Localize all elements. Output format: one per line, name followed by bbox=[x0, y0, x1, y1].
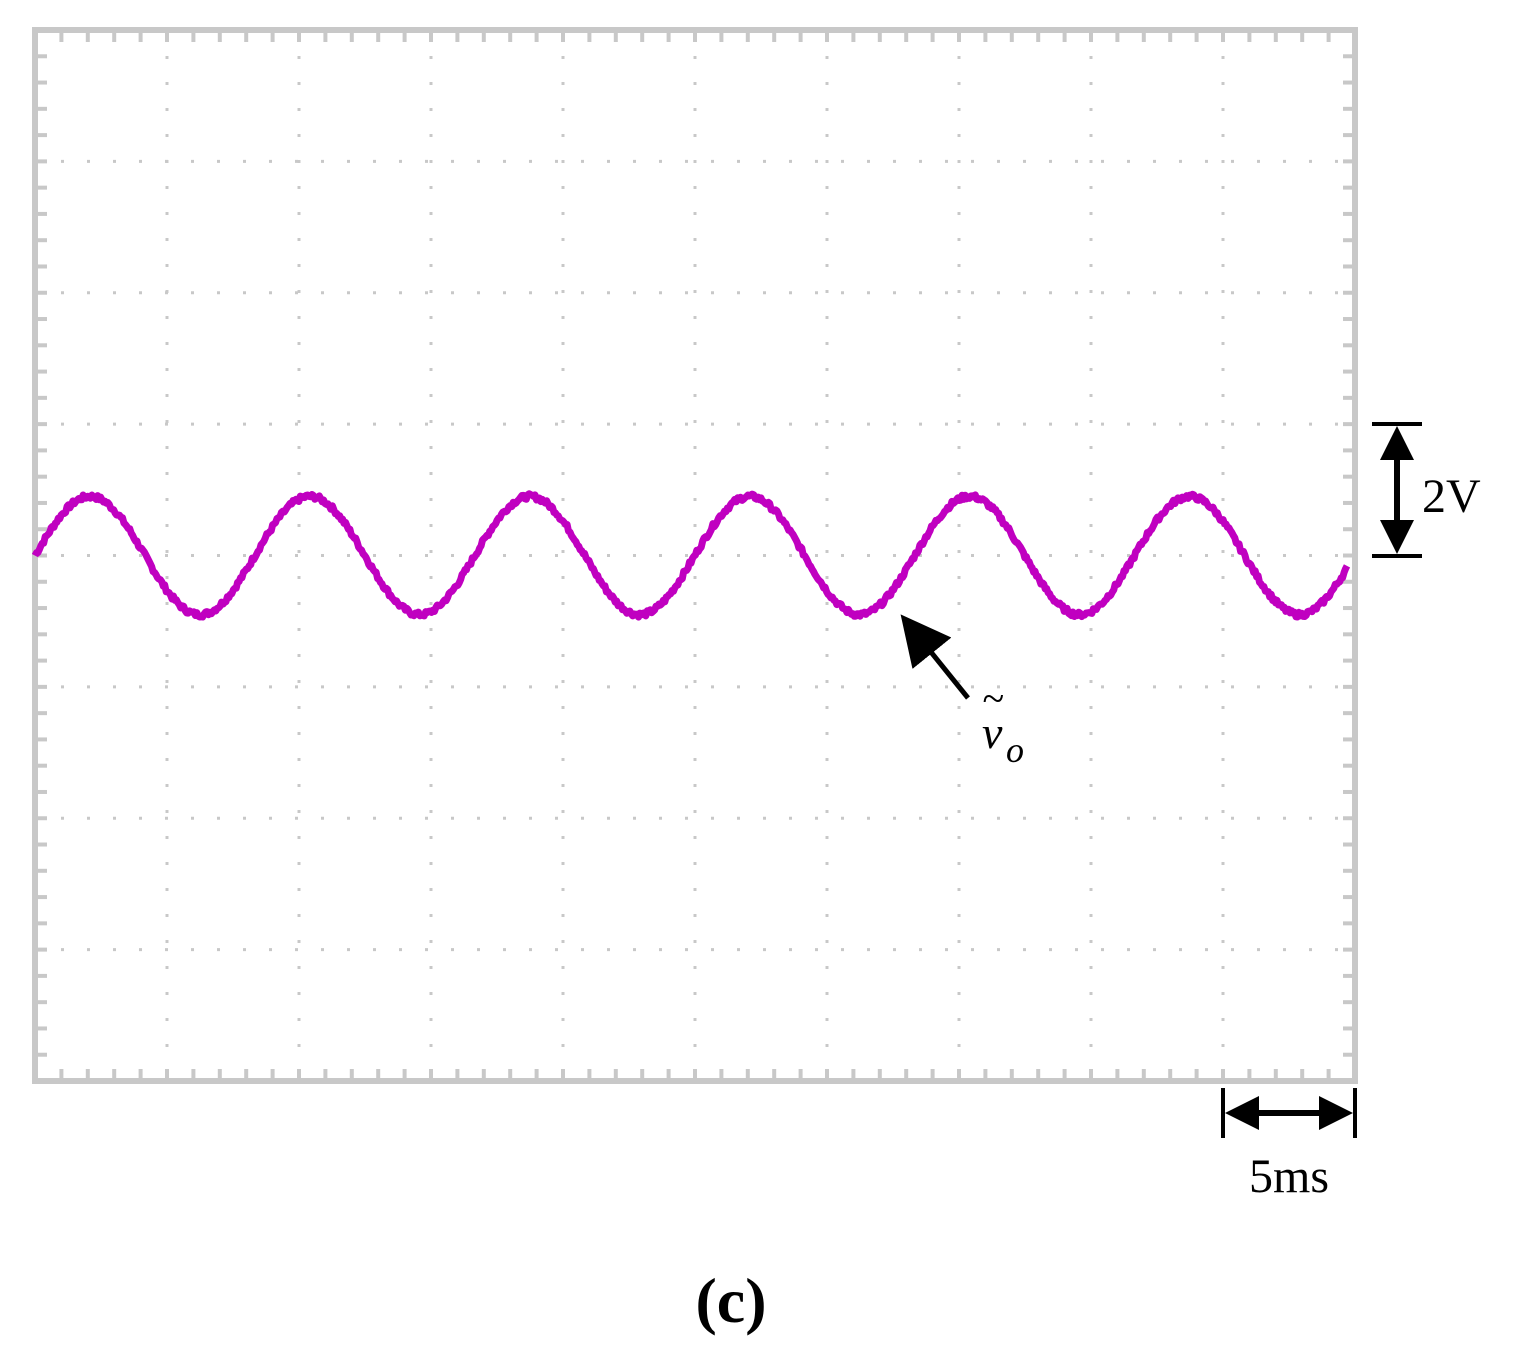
annotation-label-base: v bbox=[982, 707, 1003, 758]
voltage-scale-label: 2V bbox=[1422, 470, 1481, 523]
panel-label: (c) bbox=[695, 1265, 766, 1336]
voltage-scale-arrow-up bbox=[1380, 426, 1414, 460]
annotation-arrow bbox=[900, 614, 970, 700]
time-scale-label: 5ms bbox=[1249, 1150, 1329, 1203]
time-scale-arrow-left bbox=[1225, 1096, 1259, 1130]
waveform-trace bbox=[31, 490, 1351, 621]
annotation-accent: ~ bbox=[982, 676, 1004, 721]
time-scale-arrow-right bbox=[1319, 1096, 1353, 1130]
trace-line bbox=[31, 490, 1351, 621]
trace-annotation: ~ v o bbox=[900, 614, 1024, 770]
annotation-label-subscript: o bbox=[1006, 730, 1024, 770]
time-scale-bar: 5ms bbox=[1221, 1088, 1357, 1203]
voltage-scale-arrow-down bbox=[1380, 520, 1414, 554]
voltage-scale-bar: 2V bbox=[1372, 422, 1481, 558]
